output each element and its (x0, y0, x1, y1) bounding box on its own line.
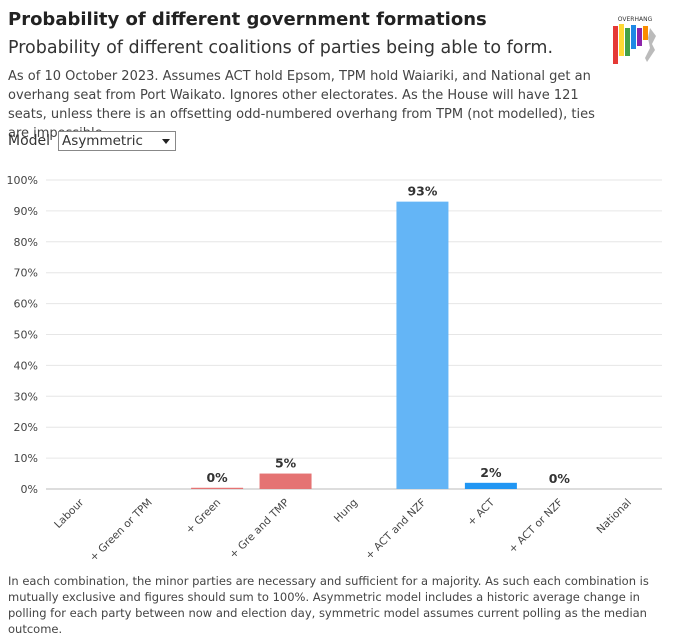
y-tick-label: 80% (14, 236, 38, 249)
logo-bar (643, 26, 648, 40)
x-tick-label: + Green (184, 497, 224, 537)
logo: OVERHANG (613, 16, 656, 64)
x-tick-label: + ACT or NZF (506, 497, 565, 556)
logo-bar (625, 28, 630, 56)
data-label: 93% (407, 184, 437, 199)
x-tick-label: + ACT and NZF (363, 497, 428, 562)
footnote: In each combination, the minor parties a… (8, 574, 649, 636)
y-tick-label: 90% (14, 205, 38, 218)
chart: 0%10%20%30%40%50%60%70%80%90%100%Labour +… (7, 174, 662, 564)
x-tick-label: + Green or TPM (88, 497, 155, 564)
logo-bar (637, 28, 642, 46)
bar (191, 487, 244, 489)
data-label: 2% (480, 465, 502, 480)
logo-bar (613, 26, 618, 64)
x-tick-label: + Gre and TMP (227, 497, 291, 561)
model-label: Model (8, 133, 51, 149)
x-tick-label: Hung (332, 497, 360, 525)
y-tick-label: 10% (14, 452, 38, 465)
x-tick-label: National (594, 497, 633, 536)
y-tick-label: 100% (7, 174, 38, 187)
data-label: 0% (549, 471, 571, 486)
y-tick-label: 60% (14, 298, 38, 311)
logo-map (645, 28, 656, 62)
title: Probability of different government form… (8, 9, 487, 30)
model-select[interactable]: Asymmetric (58, 131, 177, 151)
model-control: Model Asymmetric (8, 131, 177, 151)
logo-text: OVERHANG (618, 16, 653, 23)
y-tick-label: 30% (14, 390, 38, 403)
description: As of 10 October 2023. Assumes ACT hold … (8, 69, 595, 141)
logo-bar (631, 25, 636, 49)
subtitle: Probability of different coalitions of p… (8, 38, 554, 58)
y-tick-label: 40% (14, 359, 38, 372)
bar (259, 473, 312, 489)
data-label: 0% (206, 470, 228, 485)
bar (396, 201, 449, 489)
y-tick-label: 20% (14, 421, 38, 434)
bar (464, 482, 517, 489)
y-tick-label: 70% (14, 267, 38, 280)
logo-bar (619, 24, 624, 56)
data-label: 5% (275, 456, 297, 471)
x-tick-label: Labour (52, 496, 87, 531)
y-tick-label: 0% (21, 483, 38, 496)
y-tick-label: 50% (14, 329, 38, 342)
x-tick-label: + ACT (465, 496, 497, 528)
